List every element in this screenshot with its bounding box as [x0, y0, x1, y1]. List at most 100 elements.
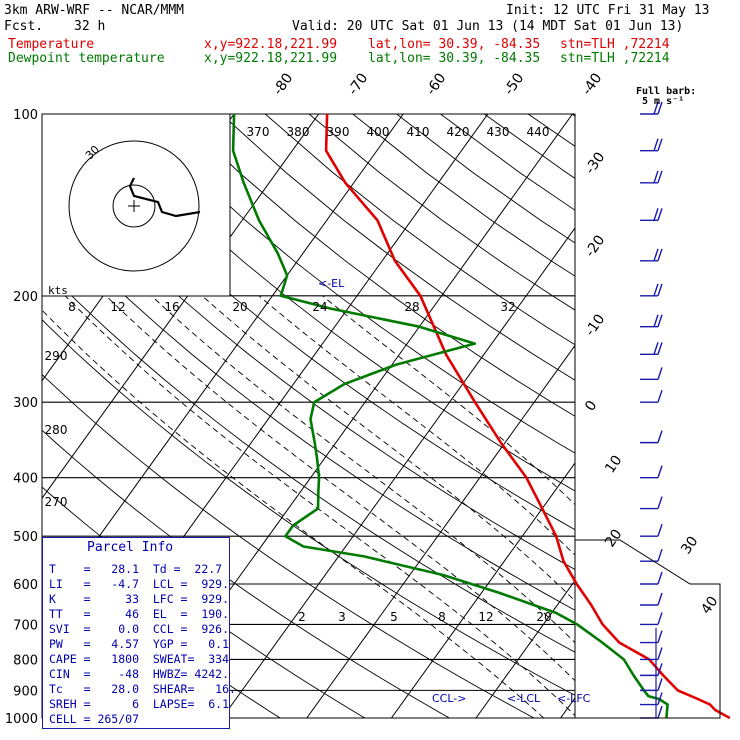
pressure-tick-label: 700 [13, 618, 38, 633]
legend-temperature-station: stn=TLH ,72214 [560, 37, 670, 52]
parcel-info-row: CELL = 265/07 [49, 712, 140, 726]
legend-temperature-xy: x,y=922.18,221.99 [204, 37, 338, 52]
wind-barbs [575, 101, 721, 719]
init-time: Init: 12 UTC Fri 31 May 13 [506, 3, 710, 18]
isotherm-label: -60 [423, 70, 449, 98]
wind-barb-flag [653, 170, 659, 184]
wind-barb-flag [657, 678, 663, 691]
hodograph-units: kts [48, 284, 68, 297]
dry-adiabat [42, 319, 575, 696]
mixing-ratio-label: 3 [338, 610, 346, 624]
wind-barb-flag [657, 571, 663, 585]
wind-barb-flag [657, 101, 663, 115]
theta-label: 410 [407, 125, 430, 139]
isotherm-label: -80 [270, 70, 296, 98]
dry-adiabat [616, 114, 740, 718]
wind-barb-flag [657, 283, 663, 297]
isotherm-line [306, 344, 575, 718]
isotherm-line [221, 227, 575, 718]
wind-barb-flag [657, 647, 663, 660]
wind-barb-flag [653, 101, 659, 115]
wind-barb-flag [657, 314, 663, 327]
wind-barb-flag [657, 248, 663, 262]
dry-adiabat [571, 114, 575, 117]
wind-barb-flag [653, 342, 659, 355]
parcel-info-row: T = 28.1 Td = 22.7 [49, 562, 223, 576]
moist-adiabat [258, 295, 575, 556]
forecast-label: Fcst. [4, 19, 44, 34]
barb-legend-title: Full barb: [636, 86, 697, 97]
theta-label: 430 [487, 125, 510, 139]
dry-adiabat [89, 114, 575, 492]
mixing-ratio-label: 8 [68, 300, 76, 314]
isotherm-line [390, 462, 575, 718]
parcel-info-row: PW = 4.57 YGP = 0.1 [49, 637, 230, 651]
mixing-ratio-label: 2 [298, 610, 306, 624]
parcel-info-row: SVI = 0.0 CCL = 926. [49, 622, 230, 636]
isotherm-label: 40 [698, 594, 721, 618]
pressure-tick-label: 100 [13, 108, 38, 123]
mixing-ratio-label: 5 [390, 610, 398, 624]
isotherm-label: 20 [602, 527, 625, 551]
valid-time: Valid: 20 UTC Sat 01 Jun 13 (14 MDT Sat … [292, 19, 684, 34]
wind-barb-flag [657, 430, 663, 443]
mixing-ratio-label: 20 [536, 610, 551, 624]
dry-adiabat [45, 114, 575, 531]
parcel-info-row: TT = 46 EL = 190. [49, 607, 230, 621]
forecast-hour: 32 h [74, 19, 106, 34]
parcel-info-title: Parcel Info [87, 540, 174, 555]
pressure-tick-label: 600 [13, 578, 38, 593]
pressure-tick-label: 800 [13, 653, 38, 668]
wind-barb-flag [657, 138, 663, 151]
isotherm-label: 10 [602, 453, 625, 477]
pressure-tick-label: 400 [13, 472, 38, 487]
wind-barb-flag [657, 496, 663, 509]
wind-barb-flag [657, 342, 663, 355]
parcel-info-row: CIN = -48 HWBZ= 4242. [49, 667, 230, 681]
wind-barb-flag [657, 692, 663, 705]
mixing-ratio-label: 8 [438, 610, 446, 624]
isotherm-label: 30 [678, 534, 701, 558]
dry-adiabat [42, 159, 575, 570]
wind-barb-flag [653, 283, 659, 297]
wind-barb-flag [657, 170, 663, 184]
theta-label: 290 [45, 349, 68, 363]
hodograph-ring [112, 184, 156, 228]
wind-barb-flag [657, 523, 663, 537]
wind-barb-flag [653, 138, 659, 151]
dry-adiabat [440, 114, 575, 211]
parcel-info-panel: Parcel Info T = 28.1 Td = 22.7 LI = -4.7 … [42, 537, 236, 729]
legend-dewpoint-latlon: lat,lon= 30.39, -84.35 [368, 51, 541, 66]
wind-barb-flag [657, 612, 663, 625]
wind-barb-flag [657, 592, 663, 606]
theta-label: 390 [327, 125, 350, 139]
barb-legend-value: 5 m s⁻¹ [642, 96, 685, 107]
mixing-ratio-label: 16 [164, 300, 179, 314]
wind-barb-flag [653, 208, 659, 221]
parcel-info-row: K = 33 LFC = 929. [49, 592, 230, 606]
isotherm-label: -70 [345, 70, 371, 98]
dry-adiabat [221, 114, 575, 381]
isotherm-label: 0 [582, 398, 600, 414]
mixing-ratio-label: 24 [312, 300, 327, 314]
moist-adiabat [201, 295, 575, 602]
mixing-ratio-label: 28 [404, 300, 419, 314]
mixing-ratio-label: 32 [500, 300, 515, 314]
dewpoint-trace [231, 113, 669, 719]
temperature-trace [324, 113, 731, 720]
isotherm-label: -20 [582, 232, 608, 260]
dry-adiabat [396, 114, 575, 244]
isotherm-line [475, 579, 575, 718]
dry-adiabat [177, 114, 575, 417]
wind-barb-flag [657, 548, 663, 562]
wind-barb-flag [657, 208, 663, 221]
wind-barb-flag [657, 630, 663, 643]
theta-label: 270 [45, 495, 68, 509]
theta-label: 400 [367, 125, 390, 139]
sounding-traces [231, 113, 731, 720]
isotherm-line [730, 114, 740, 718]
pressure-tick-label: 500 [13, 530, 38, 545]
dry-adiabat [42, 373, 535, 718]
barb-frame [575, 539, 721, 719]
